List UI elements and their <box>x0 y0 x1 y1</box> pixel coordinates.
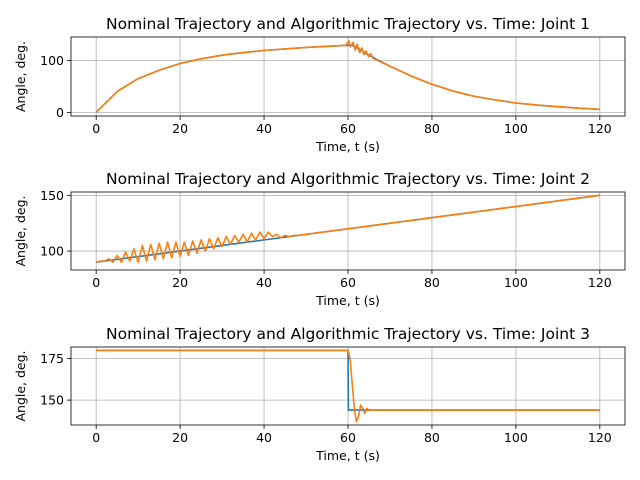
x-axis-label: Time, t (s) <box>315 448 380 463</box>
y-tick-label: 0 <box>56 105 64 120</box>
y-tick-label: 175 <box>40 351 64 366</box>
series-line-2 <box>96 349 600 423</box>
x-tick-label: 80 <box>424 121 440 136</box>
chart-title: Nominal Trajectory and Algorithmic Traje… <box>106 170 590 188</box>
x-tick-label: 100 <box>504 275 528 290</box>
x-tick-label: 100 <box>504 430 528 445</box>
y-tick-label: 100 <box>40 53 64 68</box>
x-tick-label: 120 <box>588 121 612 136</box>
x-tick-label: 60 <box>340 275 356 290</box>
series-line-2 <box>95 39 600 113</box>
x-tick-label: 80 <box>424 275 440 290</box>
x-tick-label: 120 <box>588 275 612 290</box>
subplot-2: 0 20 40 60 80 100 120 100 150 Nominal Trajectory … <box>13 170 626 308</box>
x-tick-label: 20 <box>172 275 188 290</box>
x-tick-label: 60 <box>340 430 356 445</box>
series-line-2 <box>95 194 600 264</box>
y-tick-label: 150 <box>40 188 64 203</box>
x-tick-label: 40 <box>256 121 272 136</box>
series-line-1 <box>96 349 600 411</box>
x-tick-label: 60 <box>340 121 356 136</box>
x-tick-label: 0 <box>92 275 100 290</box>
y-tick-label: 100 <box>40 244 64 259</box>
chart-title: Nominal Trajectory and Algorithmic Traje… <box>106 325 590 343</box>
x-tick-label: 100 <box>504 121 528 136</box>
x-tick-label: 80 <box>424 430 440 445</box>
x-tick-label: 0 <box>92 430 100 445</box>
subplot-1: 0 20 40 60 80 100 120 0 100 Nominal Trajectory an… <box>13 15 626 154</box>
y-axis-label: Angle, deg. <box>13 350 28 421</box>
x-axis-label: Time, t (s) <box>315 293 380 308</box>
x-tick-label: 40 <box>256 275 272 290</box>
y-axis-label: Angle, deg. <box>13 195 28 266</box>
x-tick-label: 120 <box>588 430 612 445</box>
x-axis-label: Time, t (s) <box>315 139 380 154</box>
y-axis-label: Angle, deg. <box>13 41 28 112</box>
subplot-3: 0 20 40 60 80 100 120 150 175 Nominal Trajectory … <box>13 325 626 463</box>
x-tick-label: 40 <box>256 430 272 445</box>
x-tick-label: 0 <box>92 121 100 136</box>
y-tick-label: 150 <box>40 393 64 408</box>
x-tick-label: 20 <box>172 121 188 136</box>
x-tick-label: 20 <box>172 430 188 445</box>
chart-title: Nominal Trajectory and Algorithmic Traje… <box>106 15 590 33</box>
